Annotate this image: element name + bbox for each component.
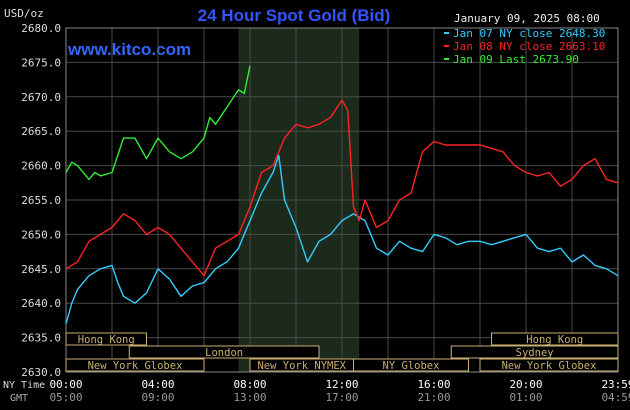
gmt-tick-label: 17:00 [325, 391, 358, 404]
market-label: NY Globex [383, 360, 440, 372]
y-tick-label: 2675.0 [21, 56, 61, 69]
ny-tick-label: 23:59 [601, 378, 630, 391]
market-box [491, 332, 619, 346]
series-line-3 [65, 65, 251, 181]
legend-entry: Jan 09 Last 2673.90 [453, 53, 579, 66]
y-tick-label: 2630.0 [21, 366, 61, 379]
ny-tick-label: 00:00 [49, 378, 82, 391]
market-label: New York Globex [88, 360, 183, 372]
legend-entry: Jan 08 NY close 2663.10 [453, 40, 605, 53]
series-line-1 [65, 154, 619, 324]
y-tick-label: 2650.0 [21, 228, 61, 241]
unit-label: USD/oz [4, 7, 44, 20]
market-box [353, 358, 469, 372]
ny-tick-label: 20:00 [509, 378, 542, 391]
ny-time-label: NY Time [3, 380, 45, 391]
ny-tick-label: 08:00 [233, 378, 266, 391]
chart-title: 24 Hour Spot Gold (Bid) [198, 6, 391, 25]
market-box [479, 358, 619, 372]
gmt-tick-label: 09:00 [141, 391, 174, 404]
market-label: Sydney [516, 347, 554, 359]
market-label: Hong Kong [78, 334, 135, 346]
plot-frame [65, 27, 619, 373]
gmt-tick-label: 13:00 [233, 391, 266, 404]
market-label: New York NYMEX [257, 360, 346, 372]
market-label: New York Globex [502, 360, 597, 372]
ny-tick-label: 04:00 [141, 378, 174, 391]
y-tick-label: 2665.0 [21, 125, 61, 138]
plot-area [65, 27, 619, 373]
site-label: www.kitco.com [67, 40, 191, 59]
gmt-tick-label: 21:00 [417, 391, 450, 404]
market-box [65, 332, 147, 346]
y-tick-label: 2635.0 [21, 332, 61, 345]
axes: 2680.0 2675.0 2670.0 2665.0 2660.0 2655.0 2650… [3, 22, 630, 404]
gmt-label: GMT [10, 393, 28, 404]
market-box [450, 345, 619, 359]
ny-tick-label: 16:00 [417, 378, 450, 391]
gmt-tick-label: 05:00 [49, 391, 82, 404]
market-label: London [205, 347, 243, 359]
y-tick-label: 2680.0 [21, 22, 61, 35]
ny-tick-label: 12:00 [325, 378, 358, 391]
y-tick-label: 2660.0 [21, 160, 61, 173]
market-box [128, 345, 320, 359]
gmt-tick-label: 04:59 [601, 391, 630, 404]
legend-entry: Jan 07 NY close 2648.30 [453, 27, 605, 40]
date-label: January 09, 2025 08:00 [454, 12, 600, 25]
market-box [65, 358, 205, 372]
gmt-tick-label: 01:00 [509, 391, 542, 404]
y-tick-label: 2640.0 [21, 297, 61, 310]
y-tick-label: 2655.0 [21, 194, 61, 207]
series-line-2 [65, 99, 619, 277]
y-tick-label: 2645.0 [21, 263, 61, 276]
market-label: Hong Kong [526, 334, 583, 346]
y-tick-label: 2670.0 [21, 91, 61, 104]
